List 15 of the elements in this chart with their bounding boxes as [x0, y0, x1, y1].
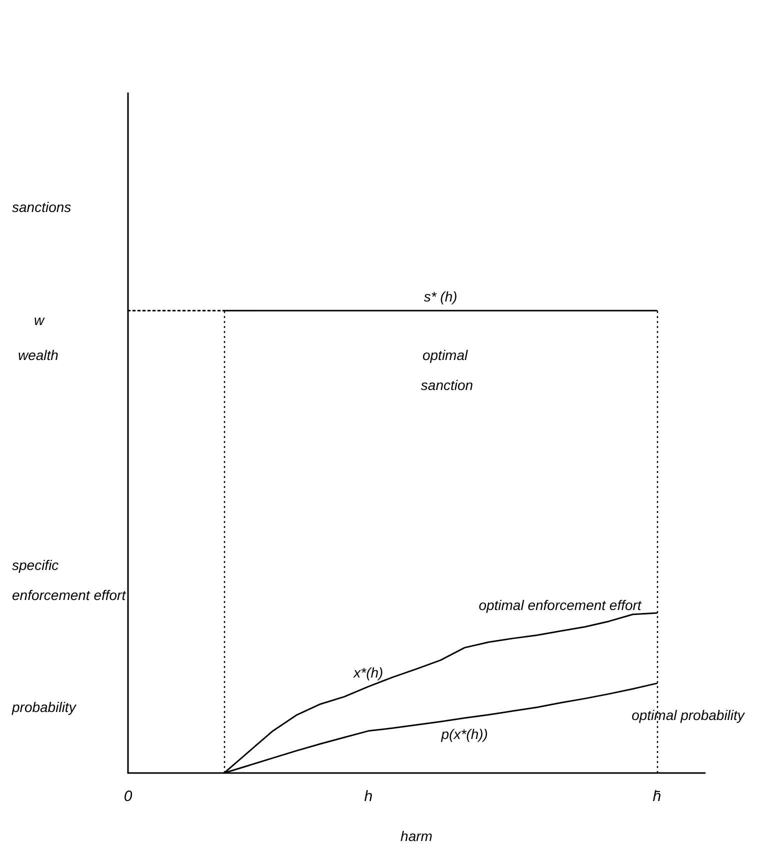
x-tick-label: 0: [124, 788, 133, 805]
text: specific enforcement effort: [12, 557, 127, 603]
text: w: [34, 312, 45, 328]
text: sanctions: [12, 199, 72, 215]
x-tick-label: h̄: [652, 788, 662, 805]
annotation: optimal enforcement effort: [478, 597, 642, 613]
series-label: p(x*(h)): [440, 726, 488, 742]
series-label: x*(h): [352, 664, 384, 681]
x-tick-label: h: [364, 788, 373, 805]
annotation: optimal probability: [632, 707, 746, 723]
text: probability: [11, 699, 77, 715]
text: wealth: [18, 347, 59, 363]
x-axis-title: harm: [400, 828, 433, 844]
series-label: s* (h): [424, 288, 458, 305]
annotation: optimal sanction: [420, 347, 474, 393]
